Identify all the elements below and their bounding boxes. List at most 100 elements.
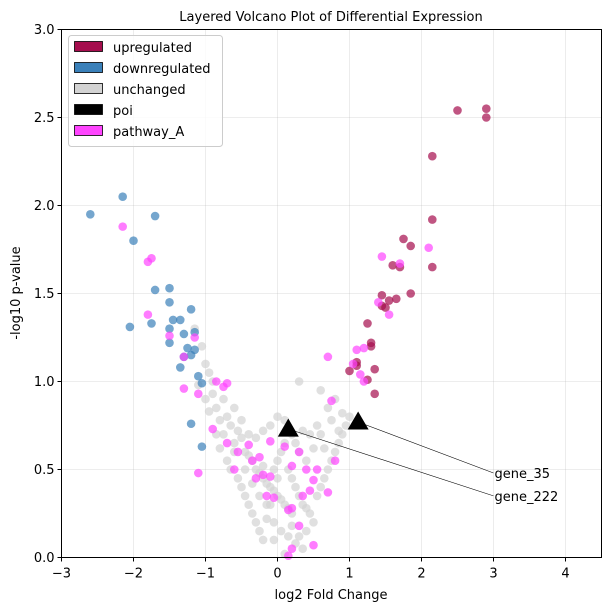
data-point-unchanged [258, 535, 268, 545]
data-point-downregulated [183, 343, 192, 353]
data-point-pathway_A [395, 259, 405, 268]
data-point-unchanged [215, 444, 225, 453]
data-point-unchanged [197, 342, 207, 351]
annotations: gene_35 gene_222 [288, 421, 558, 505]
data-point-unchanged [320, 444, 329, 453]
data-point-unchanged [262, 514, 272, 524]
data-point-downregulated [168, 315, 178, 325]
data-point-unchanged [258, 461, 268, 471]
legend-swatch [74, 41, 103, 52]
data-point-unchanged [255, 526, 264, 536]
data-point-unchanged [222, 456, 232, 466]
data-point-pathway_A [280, 442, 290, 451]
data-point-unchanged [237, 482, 246, 492]
data-point-pathway_A [305, 486, 315, 495]
data-point-unchanged [233, 426, 243, 436]
data-point-unchanged [305, 509, 315, 518]
x-tick-label: −3 [52, 567, 71, 582]
y-tick-label: 2.5 [34, 111, 55, 126]
series-pathway_A [118, 222, 434, 561]
data-point-unchanged [312, 421, 322, 430]
data-point-unchanged [341, 421, 351, 430]
legend-swatch [74, 104, 103, 115]
data-point-upregulated [384, 296, 394, 305]
series-unchanged [190, 324, 354, 559]
annotation-line [288, 428, 494, 497]
data-point-unchanged [269, 535, 279, 545]
data-point-unchanged [334, 438, 344, 448]
data-point-unchanged [244, 500, 253, 510]
data-point-unchanged [298, 544, 308, 553]
data-point-unchanged [219, 394, 228, 404]
y-tick-label: 3.0 [34, 23, 55, 38]
data-point-unchanged [330, 447, 340, 457]
data-point-pathway_A [356, 370, 365, 379]
data-point-pathway_A [255, 452, 264, 462]
y-tick-label: 1.0 [34, 375, 55, 390]
data-point-pathway_A [233, 447, 243, 457]
data-point-upregulated [363, 319, 372, 328]
data-point-unchanged [312, 491, 322, 501]
data-point-pathway_A [230, 465, 239, 474]
data-point-pathway_A [312, 465, 322, 474]
data-point-unchanged [323, 465, 333, 474]
data-point-upregulated [406, 241, 416, 251]
data-point-unchanged [208, 389, 217, 399]
data-point-unchanged [266, 421, 275, 430]
data-point-downregulated [197, 442, 207, 451]
data-point-unchanged [291, 438, 300, 448]
data-point-pathway_A [294, 447, 304, 457]
data-point-unchanged [240, 465, 250, 474]
x-tick-label: 2 [417, 567, 425, 582]
y-tick-label: 0.5 [34, 463, 55, 478]
data-point-unchanged [251, 518, 261, 527]
data-point-pathway_A [359, 343, 369, 353]
data-point-upregulated [482, 113, 491, 122]
data-point-pathway_A [165, 331, 174, 341]
data-point-unchanged [230, 438, 239, 448]
data-point-unchanged [323, 403, 333, 413]
data-point-pathway_A [251, 474, 261, 483]
data-point-unchanged [219, 430, 228, 439]
data-point-unchanged [316, 430, 326, 439]
data-point-pathway_A [287, 461, 297, 471]
legend-box [68, 35, 223, 147]
y-axis-ticks: 0.0 0.5 1.0 1.5 2.0 2.5 3.0 [34, 23, 62, 566]
data-point-pathway_A [266, 472, 275, 481]
data-point-unchanged [334, 426, 344, 436]
data-point-pathway_A [118, 222, 127, 231]
annotation-label: gene_35 [495, 467, 551, 482]
data-point-upregulated [392, 294, 401, 304]
data-point-pathway_A [179, 384, 189, 393]
data-point-downregulated [150, 211, 160, 221]
data-point-pathway_A [384, 310, 394, 319]
y-tick-label: 1.5 [34, 287, 55, 302]
series-poi [277, 411, 369, 437]
data-point-pathway_A [298, 491, 308, 501]
data-point-unchanged [273, 412, 282, 422]
data-point-downregulated [86, 210, 95, 219]
data-point-upregulated [345, 366, 354, 376]
data-point-unchanged [237, 433, 246, 443]
data-point-unchanged [248, 509, 257, 518]
data-point-unchanged [338, 408, 347, 418]
data-point-downregulated [129, 236, 138, 245]
y-axis-label: -log10 p-value [9, 246, 24, 339]
data-point-pathway_A [147, 253, 156, 263]
data-point-unchanged [269, 518, 279, 527]
data-point-unchanged [276, 526, 286, 536]
data-point-downregulated [118, 192, 127, 201]
data-point-downregulated [165, 324, 174, 334]
data-point-unchanged [251, 433, 261, 443]
data-point-pathway_A [219, 382, 228, 392]
grid [61, 29, 602, 558]
data-point-pathway_A [143, 310, 153, 319]
data-point-pathway_A [212, 377, 221, 386]
data-point-upregulated [388, 261, 398, 270]
data-point-upregulated [428, 262, 437, 272]
data-point-downregulated [194, 371, 203, 381]
y-tick-label: 0.0 [34, 551, 55, 566]
data-point-upregulated [377, 290, 387, 300]
data-point-pathway_A [302, 465, 311, 474]
legend: upregulated downregulated unchanged poi path… [68, 35, 223, 147]
